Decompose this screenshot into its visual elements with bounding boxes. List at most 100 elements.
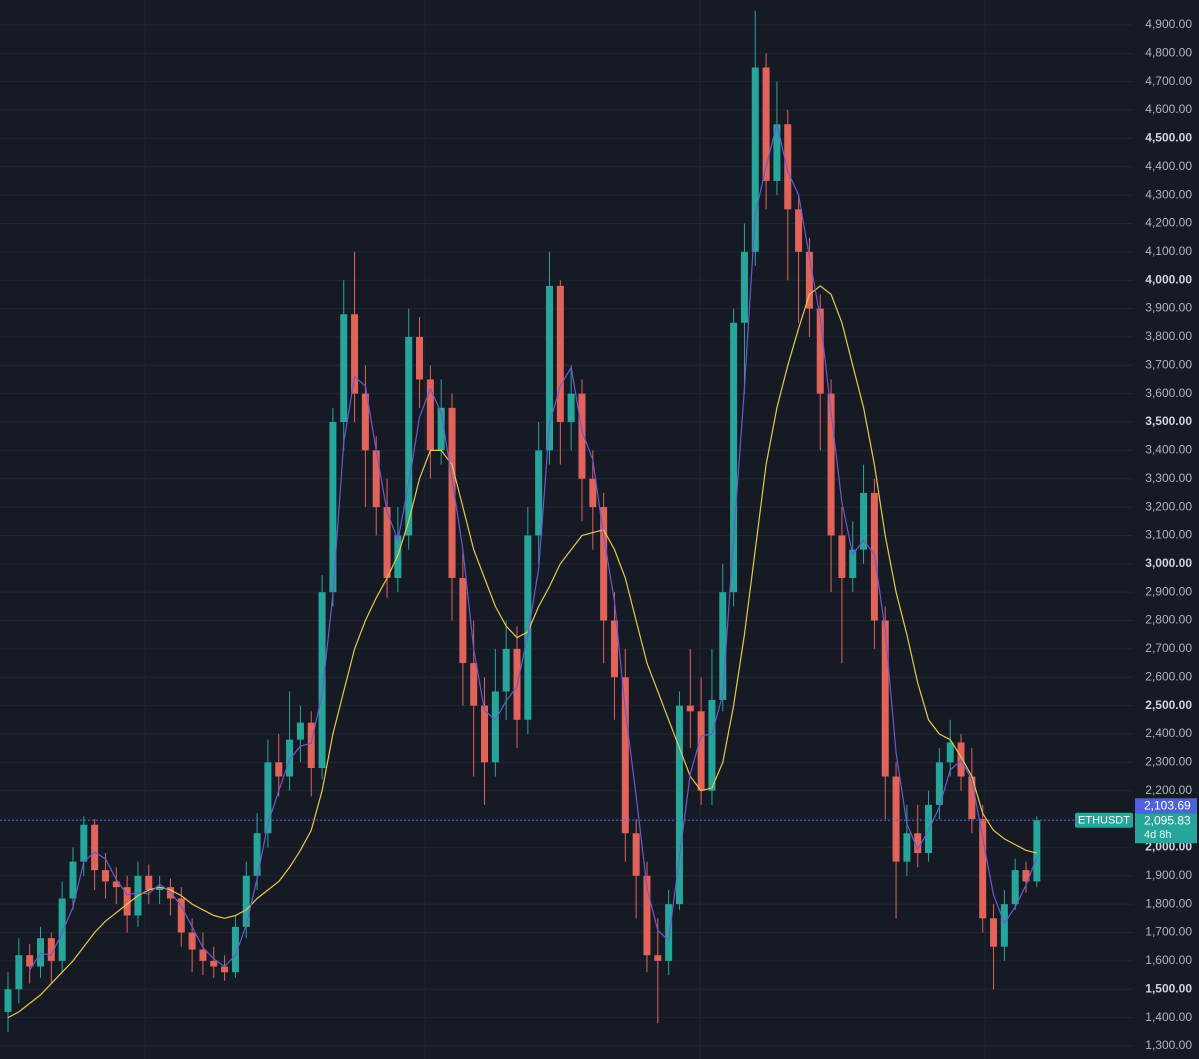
candle-body [253, 833, 261, 876]
candle-body [654, 955, 662, 961]
candle-body [795, 209, 803, 252]
symbol-label: ETHUSDT [1078, 815, 1130, 827]
candle-body [546, 285, 553, 451]
candle-body [1011, 870, 1019, 905]
candle-body [91, 824, 99, 871]
candle-body [827, 393, 835, 536]
candle-body [990, 918, 998, 947]
candle-body [535, 450, 543, 536]
candle-body [643, 875, 651, 956]
candle-body [437, 407, 445, 451]
candle-body [621, 677, 629, 834]
candle-body [231, 926, 239, 973]
y-tick-label: 1,800.00 [1145, 896, 1192, 910]
y-tick-label: 3,600.00 [1145, 386, 1192, 400]
y-tick-label: 1,700.00 [1145, 925, 1192, 939]
vertical-grid [144, 0, 986, 1059]
y-tick-label: 3,700.00 [1145, 357, 1192, 371]
y-tick-label: 3,900.00 [1145, 301, 1192, 315]
candle-body [708, 699, 716, 791]
candle-body [903, 833, 911, 862]
moving-average-line [7, 285, 1037, 1019]
candle-body [177, 898, 185, 933]
y-tick-label: 4,500.00 [1145, 131, 1192, 145]
candle-body [101, 870, 109, 882]
candle-body [892, 776, 900, 862]
y-tick-label: 3,400.00 [1145, 443, 1192, 457]
candle-body [351, 314, 359, 394]
candle-body [491, 691, 499, 763]
candle-body [481, 705, 489, 763]
candle-body [372, 450, 380, 508]
candle-body [979, 819, 987, 919]
candle-body [80, 824, 88, 862]
y-tick-label: 1,900.00 [1145, 868, 1192, 882]
candle-body [935, 762, 943, 805]
y-tick-label: 2,800.00 [1145, 613, 1192, 627]
candle-body [762, 67, 770, 181]
candle-body [15, 955, 23, 990]
candle-body [361, 393, 369, 451]
y-tick-label: 3,200.00 [1145, 499, 1192, 513]
y-tick-label: 4,600.00 [1145, 102, 1192, 116]
candle-body [784, 124, 792, 210]
candle-body [730, 322, 738, 593]
candle-body [264, 762, 272, 834]
y-tick-label: 3,100.00 [1145, 528, 1192, 542]
candle-body [556, 285, 564, 423]
y-tick-label: 4,400.00 [1145, 159, 1192, 173]
y-tick-label: 4,700.00 [1145, 74, 1192, 88]
candle-body [26, 955, 34, 967]
moving-average-line [29, 124, 1038, 971]
y-tick-label: 4,300.00 [1145, 187, 1192, 201]
y-tick-label: 4,200.00 [1145, 216, 1192, 230]
y-tick-label: 4,000.00 [1145, 272, 1192, 286]
candle-body [210, 960, 218, 967]
y-tick-label: 4,900.00 [1145, 17, 1192, 31]
price-marker-label: 2,103.69 [1144, 798, 1191, 812]
candle-body [946, 742, 954, 763]
candle-body [4, 989, 12, 1012]
candle-body [773, 124, 781, 181]
candle-body [1022, 870, 1030, 882]
candle-body [307, 722, 315, 769]
candle-body [686, 705, 694, 712]
candle-body [470, 663, 478, 706]
y-tick-label: 3,500.00 [1145, 414, 1192, 428]
candle-body [286, 739, 294, 777]
candle-body [589, 478, 597, 508]
candle-body [47, 938, 55, 961]
candle-body [188, 932, 196, 950]
candle-body [58, 898, 66, 961]
candle-body [838, 535, 846, 578]
candle-body [957, 742, 965, 777]
symbol-box [1075, 812, 1133, 828]
y-tick-label: 2,700.00 [1145, 641, 1192, 655]
candle-body [914, 833, 922, 854]
candle-body [329, 422, 337, 593]
y-tick-label: 3,300.00 [1145, 471, 1192, 485]
y-tick-label: 4,100.00 [1145, 244, 1192, 258]
candle-body [968, 776, 976, 820]
candle-body [112, 881, 120, 888]
candle-body [36, 938, 44, 967]
candle-body [860, 492, 868, 550]
candle-body [459, 577, 467, 664]
candle-body [665, 904, 673, 961]
candle-body [426, 379, 434, 451]
price-marker-box [1135, 813, 1197, 844]
price-marker-box [1135, 798, 1197, 814]
candle-body [849, 549, 857, 578]
candle-body [318, 592, 326, 769]
candle-body [242, 875, 250, 927]
candle-body [675, 705, 683, 905]
countdown-label: 4d 8h [1144, 829, 1172, 841]
candle-body [719, 592, 727, 700]
y-tick-label: 4,800.00 [1145, 45, 1192, 59]
candle-body [567, 393, 575, 423]
y-tick-label: 2,400.00 [1145, 726, 1192, 740]
candle-body [697, 711, 705, 791]
candle-body [816, 308, 824, 394]
